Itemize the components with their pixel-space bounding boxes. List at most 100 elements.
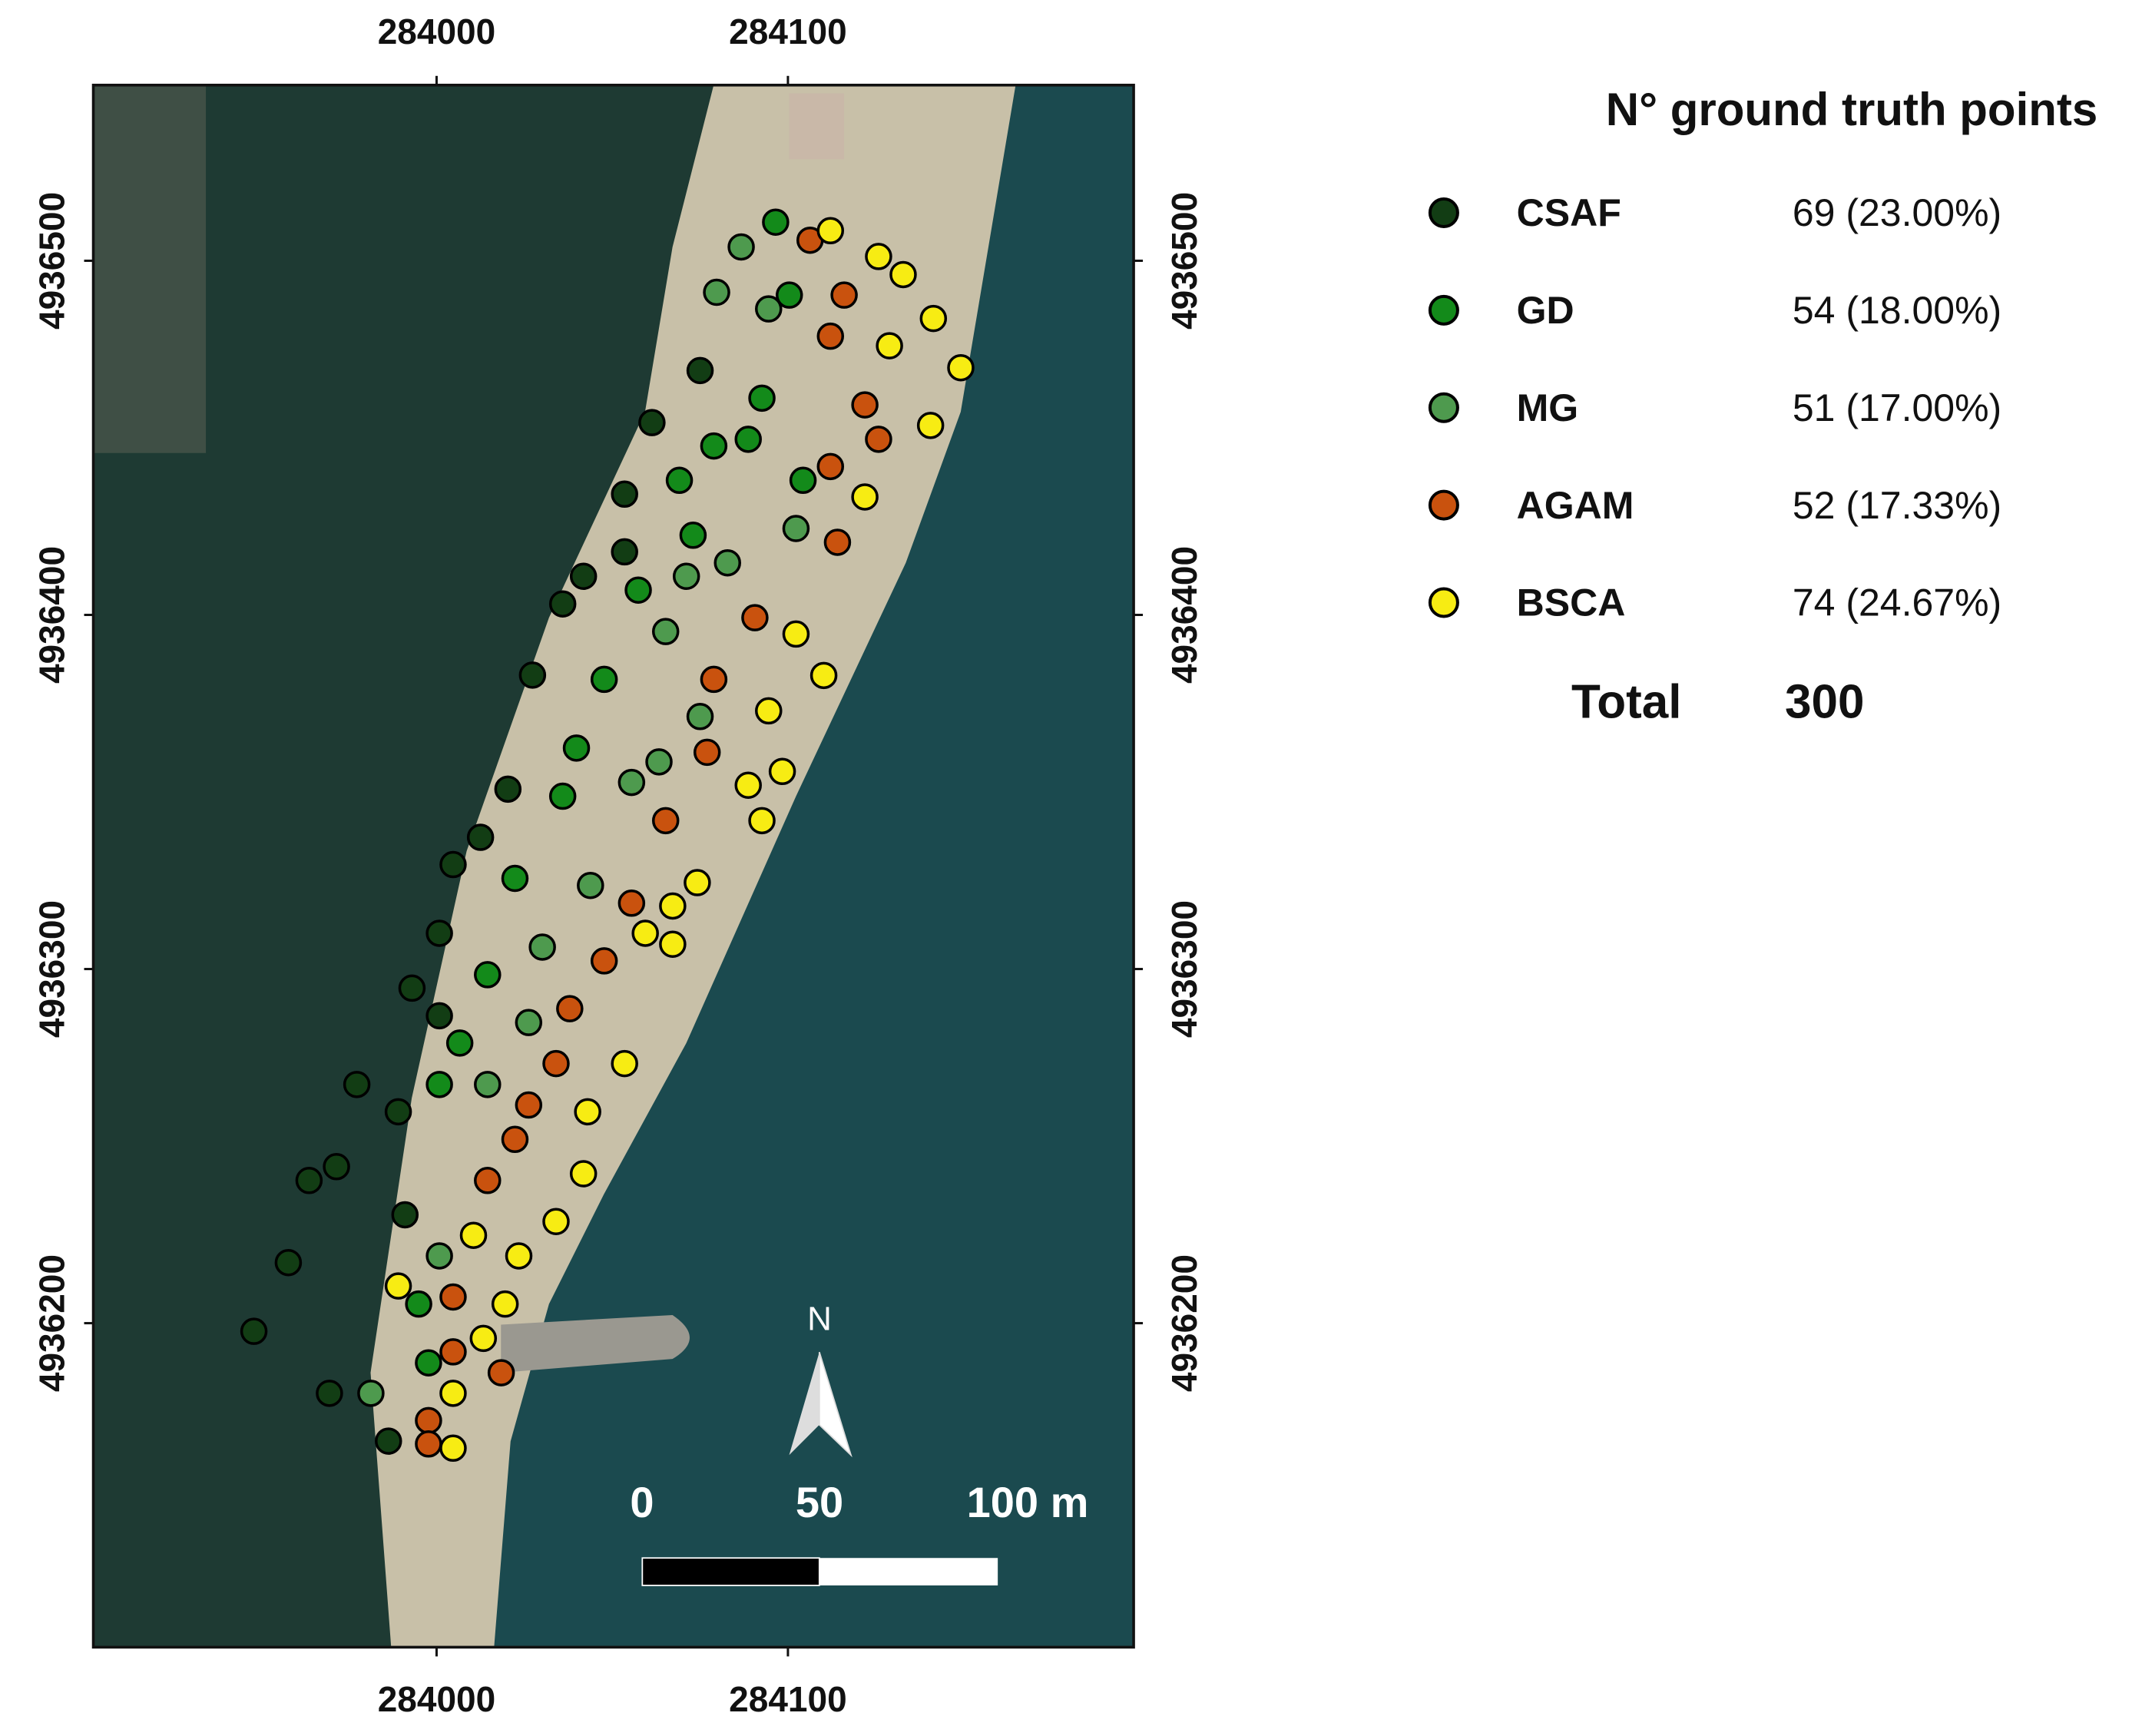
ground-truth-point <box>425 1071 453 1098</box>
ground-truth-point <box>617 768 646 797</box>
ground-truth-point <box>611 1049 638 1078</box>
legend-name: CSAF <box>1517 191 1621 234</box>
legend-name: MG <box>1517 386 1579 429</box>
ground-truth-point <box>947 353 975 382</box>
y-tick-label: 4936300 <box>32 900 72 1038</box>
legend-marker <box>1428 587 1459 618</box>
ground-truth-point <box>865 426 892 453</box>
ground-truth-point <box>809 661 838 690</box>
ground-truth-point <box>542 1049 570 1078</box>
ground-truth-point <box>686 356 714 385</box>
ground-truth-point <box>611 538 638 566</box>
ground-truth-point <box>590 665 618 694</box>
sea <box>494 84 1134 1648</box>
legend-name: GD <box>1517 289 1574 332</box>
ground-truth-point <box>700 665 728 694</box>
map-background <box>91 84 1135 1649</box>
ground-truth-point <box>748 384 776 412</box>
ground-truth-point <box>439 1380 467 1407</box>
ground-truth-point <box>415 1430 442 1458</box>
legend-name: AGAM <box>1517 484 1634 527</box>
ground-truth-point <box>569 1160 598 1188</box>
x-tick-label: 284100 <box>729 1679 847 1719</box>
ground-truth-point <box>755 295 783 323</box>
ground-truth-point <box>384 1098 412 1126</box>
ground-truth-point <box>548 590 577 618</box>
y-tick-label: 4936200 <box>32 1254 72 1392</box>
ground-truth-point <box>823 528 852 556</box>
map-frame <box>91 84 1135 1649</box>
ground-truth-point <box>916 412 945 439</box>
north-arrow <box>789 1352 819 1456</box>
ground-truth-point <box>693 738 721 767</box>
scale-label: 50 <box>796 1478 843 1526</box>
ground-truth-point <box>734 771 762 800</box>
ground-truth-point <box>789 466 817 495</box>
ground-truth-point <box>505 1242 533 1270</box>
ground-truth-point <box>466 823 495 851</box>
ground-truth-point <box>638 409 666 436</box>
ground-truth-point <box>515 1009 543 1036</box>
x-tick-label: 284100 <box>729 12 847 51</box>
ground-truth-point <box>415 1349 442 1377</box>
ground-truth-point <box>343 1071 371 1098</box>
ground-truth-point <box>518 661 547 689</box>
ground-truth-point <box>684 869 711 896</box>
ground-truth-point <box>851 391 879 419</box>
legend-count: 52 (17.33%) <box>1793 484 2001 527</box>
ground-truth-point <box>816 322 845 350</box>
legend-count: 51 (17.00%) <box>1793 386 2001 429</box>
ground-truth-point <box>439 850 467 879</box>
ground-truth-point <box>425 1242 453 1270</box>
ground-truth-point <box>240 1317 268 1345</box>
ground-truth-point <box>703 278 730 306</box>
clearing <box>93 84 207 453</box>
scale-label: 100 m <box>967 1478 1089 1526</box>
ground-truth-point <box>295 1167 323 1194</box>
ground-truth-point <box>501 864 529 893</box>
ground-truth-point <box>679 522 707 549</box>
total-label: Total <box>1571 675 1682 728</box>
y-tick-label: 4936300 <box>1164 900 1204 1038</box>
ground-truth-point <box>775 281 803 309</box>
ground-truth-point <box>425 919 453 947</box>
ground-truth-point <box>577 871 604 899</box>
ground-truth-point <box>713 548 741 577</box>
ground-truth-point <box>415 1406 442 1435</box>
ground-truth-point <box>672 562 700 590</box>
building <box>789 93 845 160</box>
ground-truth-point <box>494 775 522 803</box>
ground-truth-point <box>889 260 917 289</box>
ground-truth-point <box>528 933 556 961</box>
ground-truth-point <box>645 748 673 776</box>
ground-truth-point <box>741 604 769 631</box>
ground-truth-point <box>316 1380 343 1407</box>
ground-truth-point <box>398 974 426 1002</box>
ground-truth-point <box>548 782 577 810</box>
y-tick-label: 4936400 <box>1164 546 1204 684</box>
ground-truth-point <box>487 1359 515 1386</box>
ground-truth-point <box>439 1283 467 1311</box>
x-tick-label: 284000 <box>378 12 496 51</box>
ground-truth-point <box>323 1153 350 1181</box>
ground-truth-point <box>748 807 776 835</box>
legend-marker <box>1428 294 1459 326</box>
ground-truth-point <box>734 426 762 453</box>
ground-truth-point <box>659 892 687 920</box>
scale-label: 0 <box>630 1478 654 1526</box>
north-label: N <box>807 1300 832 1338</box>
ground-truth-point <box>816 217 845 245</box>
ground-truth-point <box>876 332 903 359</box>
ground-truth-point <box>542 1208 570 1235</box>
legend-count: 54 (18.00%) <box>1793 289 2001 332</box>
ground-truth-point <box>439 1338 467 1366</box>
legend-marker <box>1428 489 1459 521</box>
ground-truth-point <box>274 1248 303 1277</box>
y-tick-label: 4936400 <box>32 546 72 684</box>
ground-truth-point <box>727 233 755 261</box>
total-value: 300 <box>1785 675 1864 728</box>
ground-truth-point <box>651 618 680 645</box>
ground-truth-point <box>919 304 948 333</box>
ground-truth-point <box>515 1091 543 1119</box>
